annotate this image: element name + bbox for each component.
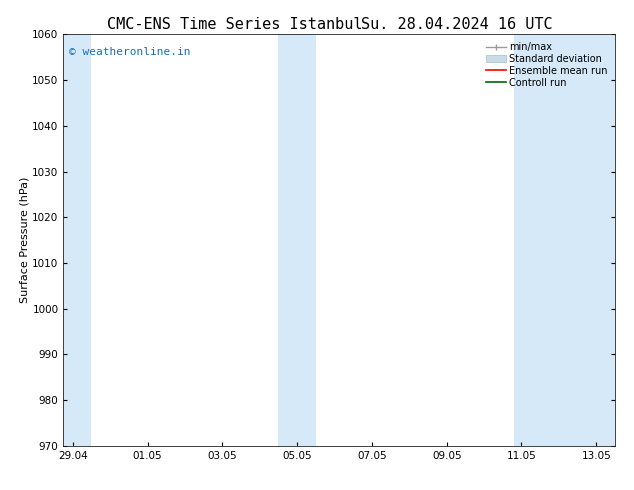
Bar	[278, 34, 316, 446]
Text: CMC-ENS Time Series Istanbul: CMC-ENS Time Series Istanbul	[107, 17, 362, 32]
Bar	[514, 34, 615, 446]
Text: © weatheronline.in: © weatheronline.in	[69, 47, 190, 57]
Bar	[63, 34, 91, 446]
Y-axis label: Surface Pressure (hPa): Surface Pressure (hPa)	[20, 177, 30, 303]
Text: Su. 28.04.2024 16 UTC: Su. 28.04.2024 16 UTC	[361, 17, 552, 32]
Legend: min/max, Standard deviation, Ensemble mean run, Controll run: min/max, Standard deviation, Ensemble me…	[483, 39, 610, 91]
